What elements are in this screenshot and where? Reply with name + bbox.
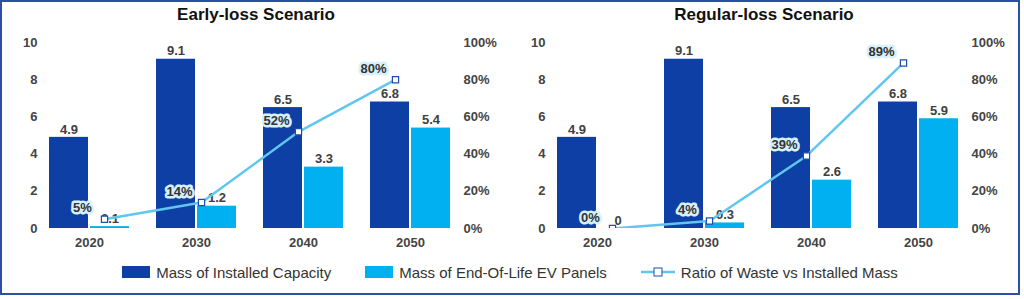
svg-text:9.1: 9.1 [167,43,185,58]
svg-text:5%: 5% [73,200,92,215]
svg-text:3.3: 3.3 [315,151,333,166]
svg-text:14%: 14% [166,184,192,199]
html-text:Ratio of Waste vs Installed Ma: Ratio of Waste vs Installed Mass [680,263,898,281]
svg-text:0%: 0% [464,221,483,236]
svg-text:10: 10 [23,35,37,50]
svg-text:8: 8 [538,72,545,87]
svg-text:52%: 52% [263,113,289,128]
svg-text:6.5: 6.5 [274,92,292,107]
svg-text:10: 10 [531,35,545,50]
svg-text:2040: 2040 [289,235,318,250]
svg-text:60%: 60% [464,109,490,124]
html-text:Mass of End-Of-Life EV Panels: Mass of End-Of-Life EV Panels [399,263,607,281]
svg-text:80%: 80% [972,72,998,87]
svg-text:4%: 4% [678,202,697,217]
svg-text:89%: 89% [868,44,894,59]
svg-text:20%: 20% [464,183,490,198]
svg-text:6.8: 6.8 [381,86,399,101]
svg-text:100%: 100% [972,35,1006,50]
svg-text:2: 2 [30,183,37,198]
svg-text:0: 0 [538,221,545,236]
svg-text:0.1: 0.1 [101,211,119,226]
svg-text:2050: 2050 [904,235,933,250]
svg-text:60%: 60% [972,109,998,124]
svg-text:0.3: 0.3 [716,207,734,222]
svg-text:20%: 20% [972,183,998,198]
svg-text:6.8: 6.8 [889,86,907,101]
svg-text:4.9: 4.9 [568,122,586,137]
svg-text:2030: 2030 [182,235,211,250]
svg-text:2020: 2020 [583,235,612,250]
svg-text:0%: 0% [581,210,600,225]
svg-text:4: 4 [538,146,546,161]
svg-text:2050: 2050 [396,235,425,250]
svg-text:4.9: 4.9 [60,122,78,137]
svg-text:40%: 40% [972,146,998,161]
html-text:Regular-loss Scenario: Regular-loss Scenario [674,5,854,24]
html-text:Mass of Installed Capacity: Mass of Installed Capacity [156,263,332,281]
svg-text:6.5: 6.5 [782,92,800,107]
svg-text:2.6: 2.6 [823,164,841,179]
svg-text:5.4: 5.4 [422,112,441,127]
svg-text:0: 0 [614,213,621,228]
svg-text:2040: 2040 [797,235,826,250]
svg-text:2020: 2020 [75,235,104,250]
svg-text:0%: 0% [972,221,991,236]
svg-text:9.1: 9.1 [675,43,693,58]
svg-text:6: 6 [538,109,545,124]
svg-text:6: 6 [30,109,37,124]
html-text:Early-loss Scenario: Early-loss Scenario [177,5,335,24]
svg-text:5.9: 5.9 [930,103,948,118]
svg-text:80%: 80% [360,61,386,76]
svg-text:80%: 80% [464,72,490,87]
svg-text:39%: 39% [771,137,797,152]
svg-text:100%: 100% [464,35,498,50]
svg-text:4: 4 [30,146,38,161]
svg-text:8: 8 [30,72,37,87]
svg-text:2030: 2030 [690,235,719,250]
svg-text:1.2: 1.2 [208,190,226,205]
svg-text:0: 0 [30,221,37,236]
svg-text:40%: 40% [464,146,490,161]
svg-text:2: 2 [538,183,545,198]
